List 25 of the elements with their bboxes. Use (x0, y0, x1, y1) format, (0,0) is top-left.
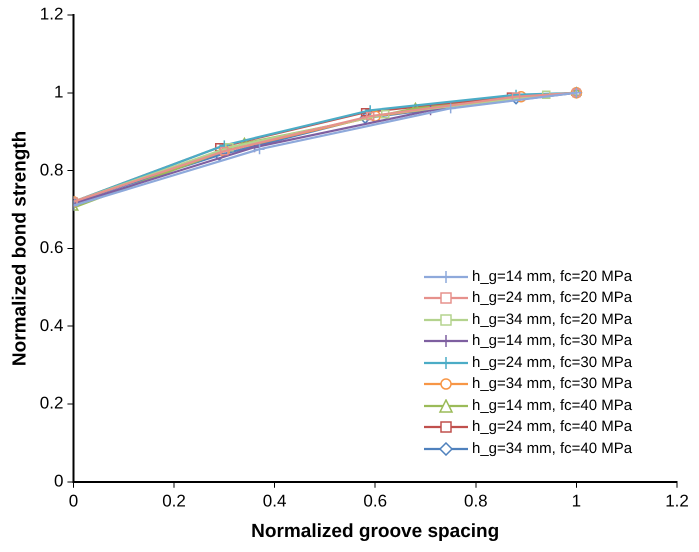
y-tick-label: 1 (54, 82, 64, 102)
legend-label: h_g=14 mm, fc=30 MPa (472, 331, 632, 352)
legend-label: h_g=34 mm, fc=40 MPa (472, 438, 632, 459)
x-tick-label: 0.8 (464, 492, 488, 511)
y-tick-label: 0.6 (40, 238, 64, 258)
legend-label: h_g=34 mm, fc=20 MPa (472, 310, 632, 330)
x-tick-label: 1.2 (665, 492, 689, 511)
y-tick-label: 0.2 (40, 394, 64, 413)
legend-label: h_g=14 mm, fc=20 MPa (472, 266, 632, 287)
legend-label: h_g=24 mm, fc=20 MPa (472, 288, 632, 308)
legend-label: h_g=24 mm, fc=30 MPa (472, 352, 632, 373)
x-tick-label: 0 (68, 492, 78, 511)
y-tick-label: 0.4 (40, 316, 64, 335)
legend-label: h_g=14 mm, fc=40 MPa (472, 396, 632, 416)
legend-label: h_g=34 mm, fc=30 MPa (472, 374, 632, 394)
y-tick-label: 1.2 (40, 4, 64, 24)
y-tick-label: 0 (54, 471, 64, 490)
x-tick-label: 0.6 (363, 492, 388, 511)
x-axis-title: Normalized groove spacing (251, 520, 500, 542)
x-tick-label: 0.4 (262, 492, 286, 511)
y-axis-title: Normalized bond strength (10, 130, 31, 366)
x-tick-label: 1 (572, 492, 582, 511)
x-tick-label: 0.2 (162, 492, 186, 511)
y-tick-label: 0.8 (40, 160, 64, 180)
legend-label: h_g=24 mm, fc=40 MPa (472, 417, 632, 438)
